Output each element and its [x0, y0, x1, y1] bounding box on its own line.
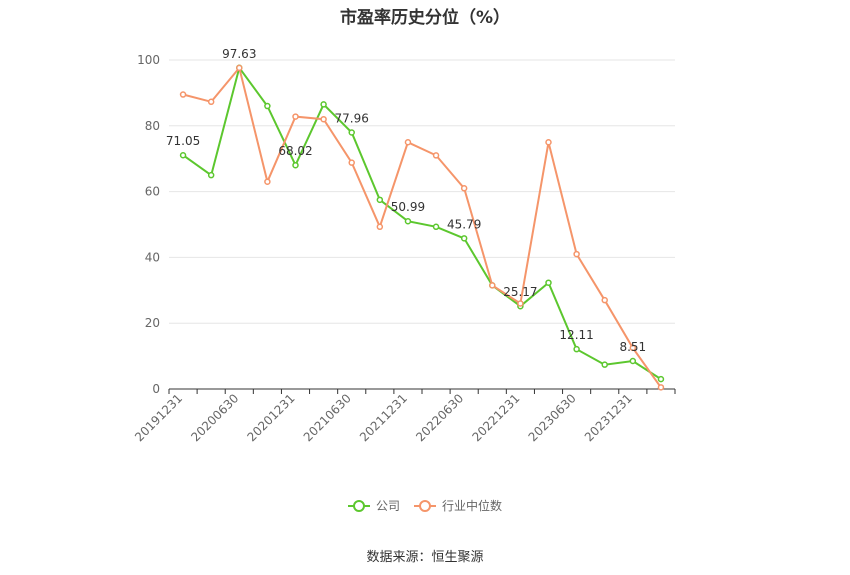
series-1-point[interactable] [432, 223, 440, 231]
x-tick-label: 20210630 [301, 391, 354, 444]
legend-label: 公司 [376, 499, 400, 513]
data-label: 68.02 [278, 144, 312, 158]
legend[interactable]: 公司 行业中位数 [348, 498, 502, 513]
x-tick-label: 20230630 [526, 391, 579, 444]
x-tick-label: 20200630 [188, 391, 241, 444]
data-label: 45.79 [447, 217, 481, 231]
series-1-point[interactable] [460, 235, 468, 242]
data-label: 77.96 [335, 112, 369, 126]
series-2-point[interactable] [545, 139, 552, 146]
series-1-point[interactable] [545, 279, 552, 286]
series-2-point[interactable] [264, 178, 271, 185]
series-1-point[interactable] [573, 345, 580, 353]
data-label: 25.17 [503, 285, 537, 299]
series-1-point[interactable] [207, 171, 215, 179]
legend-item-1[interactable]: 公司 [348, 499, 400, 513]
series-2-point[interactable] [376, 223, 384, 231]
grid-lines [169, 59, 675, 324]
x-tick-label: 20211231 [357, 391, 410, 444]
series-2-point[interactable] [629, 344, 637, 352]
legend-marker [419, 500, 431, 512]
series-1-point[interactable] [264, 102, 271, 110]
x-tick-label: 20201231 [245, 391, 298, 444]
legend-item-2[interactable]: 行业中位数 [414, 498, 502, 513]
y-tick-label: 60 [145, 185, 160, 199]
data-label: 50.99 [391, 200, 425, 214]
data-label: 8.51 [619, 340, 646, 354]
x-tick-label: 20221231 [469, 391, 522, 444]
data-labels: 71.05 97.63 68.02 77.96 50.99 45.79 25.17 12.11… [166, 47, 646, 354]
series-2-point[interactable] [179, 91, 187, 98]
series-2-point[interactable] [348, 159, 355, 166]
y-tick-label: 40 [145, 250, 160, 264]
series-2-point[interactable] [320, 115, 327, 123]
y-tick-label: 100 [137, 53, 160, 67]
series-2-point[interactable] [657, 384, 665, 391]
x-tick-label: 20220630 [413, 391, 466, 444]
series-2-point[interactable] [489, 282, 496, 289]
y-tick-label: 0 [152, 382, 160, 396]
series-1-point[interactable] [320, 101, 327, 108]
series-1-point[interactable] [348, 129, 355, 136]
legend-marker [353, 500, 365, 512]
series-line-1 [182, 65, 662, 380]
y-tick-label: 20 [145, 316, 160, 330]
series-1-point[interactable] [179, 151, 187, 159]
series-2-point[interactable] [573, 250, 580, 258]
x-tick-label: 20191231 [132, 391, 185, 444]
series-layer [179, 64, 665, 391]
series-1-point[interactable] [376, 196, 384, 204]
series-1-point[interactable] [657, 375, 665, 383]
chart-title: 市盈率历史分位（%） [339, 8, 511, 28]
y-tick-label: 80 [145, 119, 160, 133]
series-2-point[interactable] [236, 64, 243, 72]
legend-label: 行业中位数 [442, 498, 502, 513]
series-2-point[interactable] [292, 113, 299, 120]
data-label: 12.11 [559, 328, 593, 342]
series-2-point[interactable] [432, 152, 440, 159]
series-2-point[interactable] [404, 139, 412, 146]
series-2-point[interactable] [207, 98, 215, 106]
data-label: 71.05 [166, 134, 200, 148]
series-1-point[interactable] [292, 161, 299, 169]
series-2-point[interactable] [601, 296, 608, 304]
series-2-point[interactable] [517, 300, 524, 307]
source-note: 数据来源：恒生聚源 [366, 550, 484, 565]
series-1-point[interactable] [629, 357, 637, 365]
series-2-point[interactable] [460, 185, 468, 192]
x-tick-label: 20231231 [582, 391, 635, 444]
series-1-point[interactable] [601, 361, 608, 368]
data-label: 97.63 [222, 47, 256, 61]
series-line-2 [182, 65, 662, 388]
series-1-point[interactable] [404, 217, 412, 225]
